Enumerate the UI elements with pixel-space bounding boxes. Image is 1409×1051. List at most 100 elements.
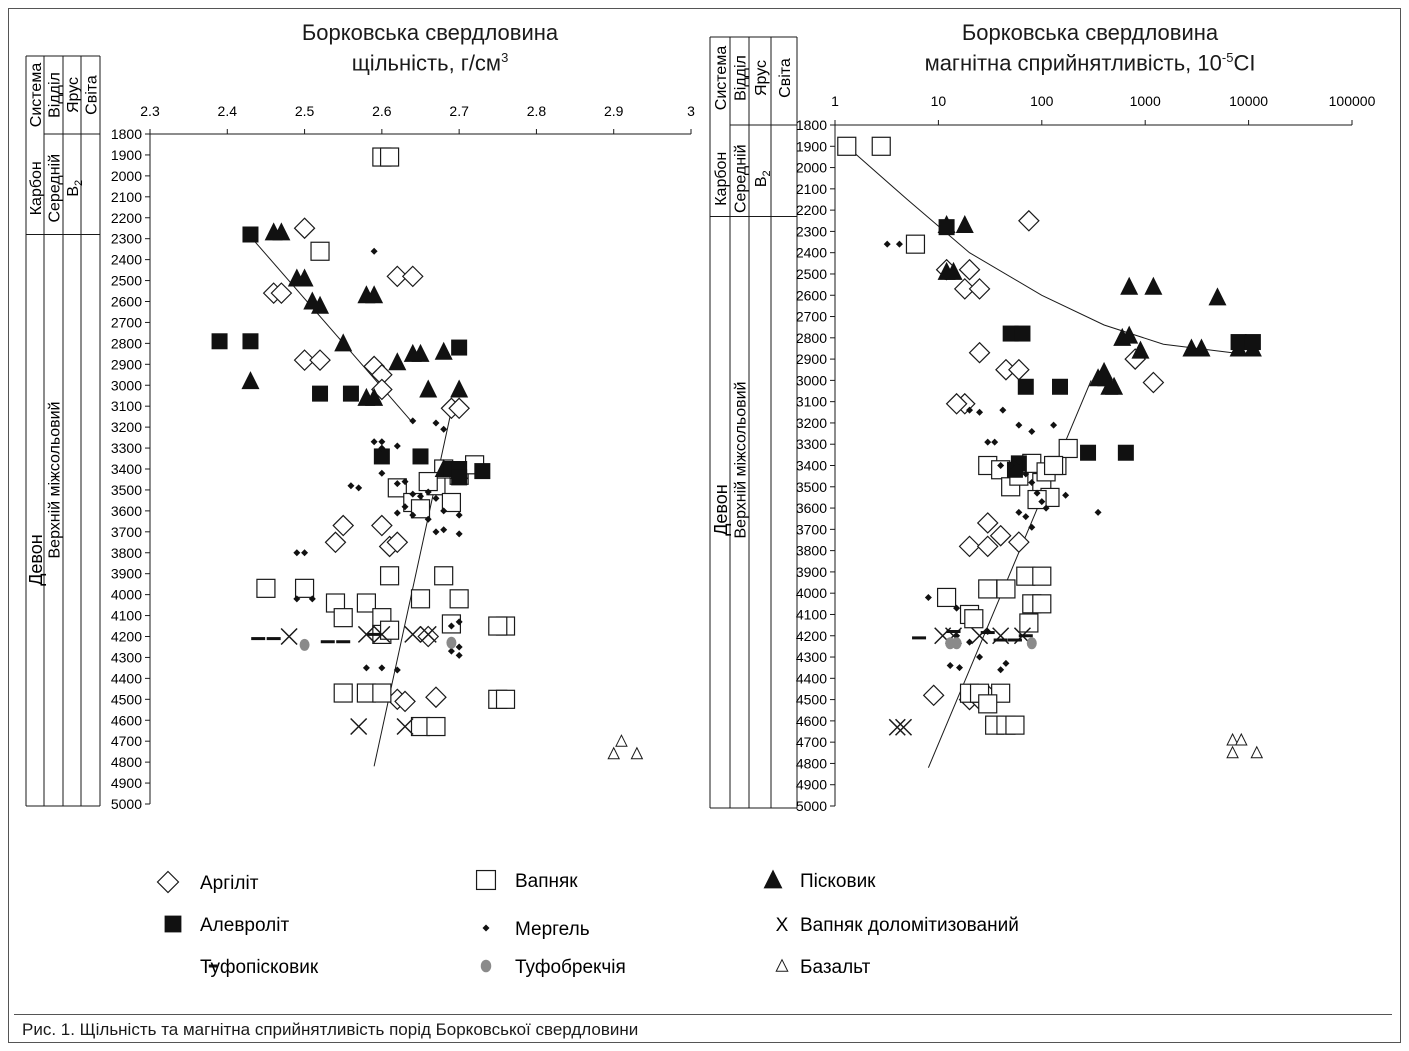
right-point-square <box>871 136 891 156</box>
right-point-diamond <box>976 512 999 534</box>
right-point-square <box>1032 594 1052 614</box>
left-y-tick-label: 3300 <box>111 440 142 456</box>
right-point-diamond <box>989 524 1012 547</box>
right-y-tick-label: 2300 <box>796 223 827 239</box>
legend-item-filled-square: Алевроліт <box>164 915 289 936</box>
left-series-dash <box>251 632 382 644</box>
right-point-gray-circle <box>951 637 962 650</box>
right-point-square <box>905 234 926 254</box>
right-series-dash <box>912 629 1033 642</box>
right-point-small-diamond <box>895 240 903 248</box>
right-point-dash <box>980 631 995 635</box>
left-point-small-diamond <box>393 509 401 517</box>
left-y-tick-label: 3800 <box>111 545 142 561</box>
left-series-small-diamond <box>293 247 463 674</box>
right-point-filled-square <box>1052 378 1069 395</box>
right-strat-column: Система Відділ Ярус Світа Карбон Середній B2 Де… <box>709 36 798 809</box>
right-point-filled-square <box>1117 444 1134 461</box>
right-point-small-diamond <box>924 593 932 601</box>
left-point-diamond <box>417 625 440 648</box>
right-division-header: Відділ <box>733 55 750 101</box>
legend-marker-x: X <box>776 915 789 936</box>
left-point-small-diamond <box>308 595 316 603</box>
left-point-triangle <box>419 379 438 398</box>
right-point-triangle <box>1131 340 1150 359</box>
right-point-small-diamond <box>976 653 984 661</box>
right-point-small-diamond <box>976 408 984 416</box>
left-point-open-triangle <box>615 734 628 747</box>
right-y-tick-label: 2100 <box>796 181 827 197</box>
right-point-diamond <box>1142 371 1165 394</box>
right-series-triangle <box>937 215 1262 395</box>
right-point-square <box>964 609 984 629</box>
right-y-tick-label: 4100 <box>796 606 827 622</box>
left-point-small-diamond <box>393 442 401 450</box>
left-point-small-diamond <box>424 488 432 496</box>
left-system-header: Система <box>28 63 45 128</box>
left-point-small-diamond <box>447 647 455 655</box>
right-point-open-triangle <box>1250 745 1264 759</box>
right-point-square <box>936 587 957 608</box>
left-point-diamond <box>309 349 331 371</box>
caption-divider <box>14 1014 1392 1015</box>
left-point-diamond <box>448 397 470 420</box>
left-point-small-diamond <box>362 664 370 672</box>
right-point-small-diamond <box>1038 498 1046 506</box>
right-point-triangle <box>1192 338 1211 357</box>
left-point-filled-square <box>373 448 390 465</box>
left-x-tick-label: 2.7 <box>449 103 469 119</box>
right-carbon-division-label: Середній <box>733 144 750 213</box>
right-y-tick-label: 3700 <box>796 521 827 537</box>
right-x-tick-label: 100 <box>1030 93 1054 109</box>
left-point-x <box>419 625 437 643</box>
right-strat-grid <box>709 36 798 809</box>
left-point-dash <box>320 640 335 644</box>
right-point-square <box>1019 613 1039 633</box>
left-y-tick-label: 2400 <box>111 252 142 268</box>
left-point-square <box>372 683 392 703</box>
left-y-tick-label: 4000 <box>111 587 142 603</box>
right-point-filled-square <box>1230 334 1247 351</box>
left-strat-column: Система Відділ Ярус Світа Карбон Середній B2 Де… <box>25 55 101 807</box>
left-point-triangle <box>411 343 430 362</box>
right-trend-line <box>927 380 1092 768</box>
left-point-square <box>434 566 454 586</box>
left-point-square <box>418 471 438 492</box>
left-y-tick-label: 1900 <box>111 147 142 163</box>
left-y-tick-label: 4400 <box>111 670 142 686</box>
right-point-small-diamond <box>1022 470 1030 478</box>
legend: Аргіліт Вапняк Пісковик Алевроліт Мергель X Ва… <box>156 869 1019 978</box>
left-y-tick-label: 4300 <box>111 649 142 665</box>
right-point-dash <box>912 636 927 640</box>
left-point-diamond <box>394 690 416 713</box>
left-point-dash <box>336 640 351 644</box>
right-point-small-diamond <box>997 666 1005 674</box>
left-point-small-diamond <box>370 247 378 255</box>
right-point-triangle <box>944 261 963 280</box>
left-series-filled-square <box>211 226 491 486</box>
legend-item-square: Вапняк <box>475 869 578 892</box>
right-point-dash <box>993 638 1008 642</box>
left-x-tick-label: 2.9 <box>604 103 624 119</box>
left-y-tick-label: 2800 <box>111 335 142 351</box>
left-point-filled-square <box>474 463 491 480</box>
left-y-tick-label: 3900 <box>111 566 142 582</box>
left-point-diamond <box>371 514 393 537</box>
right-point-diamond <box>976 535 999 558</box>
legend-marker-triangle <box>763 869 783 889</box>
right-title-line2: магнітна сприйнятливість, 10-5СІ <box>924 50 1256 76</box>
left-carbon-label: Карбон <box>28 161 45 215</box>
right-y-tick-label: 5000 <box>796 798 827 814</box>
left-point-square <box>410 589 431 609</box>
left-y-tick-label: 4700 <box>111 733 142 749</box>
legend-marker-filled-square <box>164 915 182 933</box>
left-point-triangle <box>311 295 330 314</box>
left-point-diamond <box>401 265 424 288</box>
left-point-triangle <box>388 352 407 371</box>
left-point-square <box>387 478 407 498</box>
left-point-square <box>379 620 400 640</box>
left-point-small-diamond <box>378 438 386 446</box>
right-point-small-diamond <box>966 406 974 414</box>
right-y-tick-label: 4800 <box>796 755 827 771</box>
right-point-diamond <box>1018 209 1040 232</box>
